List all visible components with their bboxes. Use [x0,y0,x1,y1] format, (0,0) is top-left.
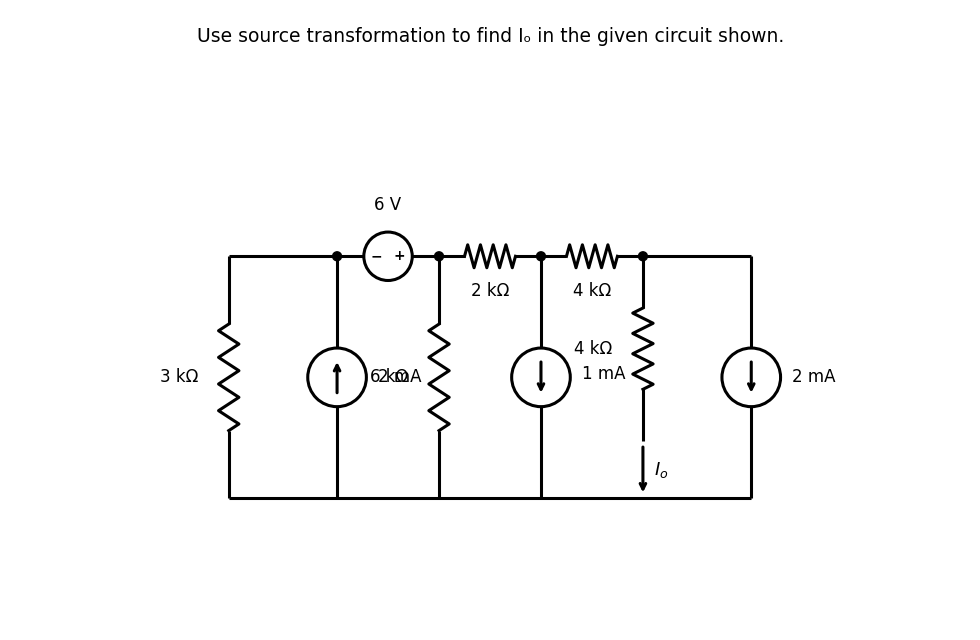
Text: $I_o$: $I_o$ [655,460,669,480]
Text: 2 mA: 2 mA [378,369,421,387]
Text: 4 kΩ: 4 kΩ [574,340,612,358]
Circle shape [639,252,648,260]
Circle shape [434,252,444,260]
Text: 4 kΩ: 4 kΩ [573,282,612,300]
Text: 2 mA: 2 mA [792,369,836,387]
Text: −: − [370,249,382,263]
Text: 2 kΩ: 2 kΩ [470,282,510,300]
Text: Use source transformation to find Iₒ in the given circuit shown.: Use source transformation to find Iₒ in … [197,27,784,46]
Text: 6 V: 6 V [374,196,402,214]
Circle shape [536,252,546,260]
Text: +: + [394,249,406,263]
Text: 3 kΩ: 3 kΩ [160,369,198,387]
Circle shape [332,252,341,260]
Text: 6 kΩ: 6 kΩ [370,369,409,387]
Text: 1 mA: 1 mA [582,365,625,383]
